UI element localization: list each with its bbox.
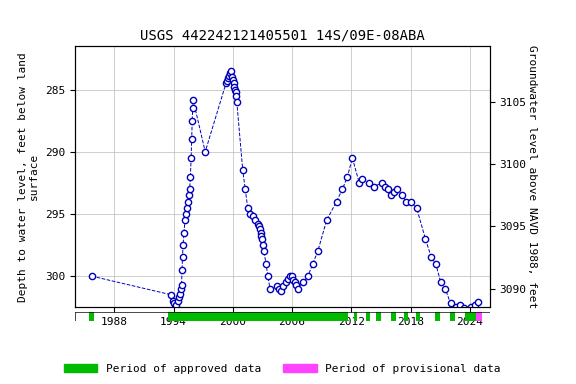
Legend: Period of approved data, Period of provisional data: Period of approved data, Period of provi… <box>59 359 505 379</box>
Y-axis label: Groundwater level above NAVD 1988, feet: Groundwater level above NAVD 1988, feet <box>528 45 537 308</box>
Y-axis label: Depth to water level, feet below land
surface: Depth to water level, feet below land su… <box>18 52 39 301</box>
Title: USGS 442242121405501 14S/09E-08ABA: USGS 442242121405501 14S/09E-08ABA <box>140 28 425 42</box>
